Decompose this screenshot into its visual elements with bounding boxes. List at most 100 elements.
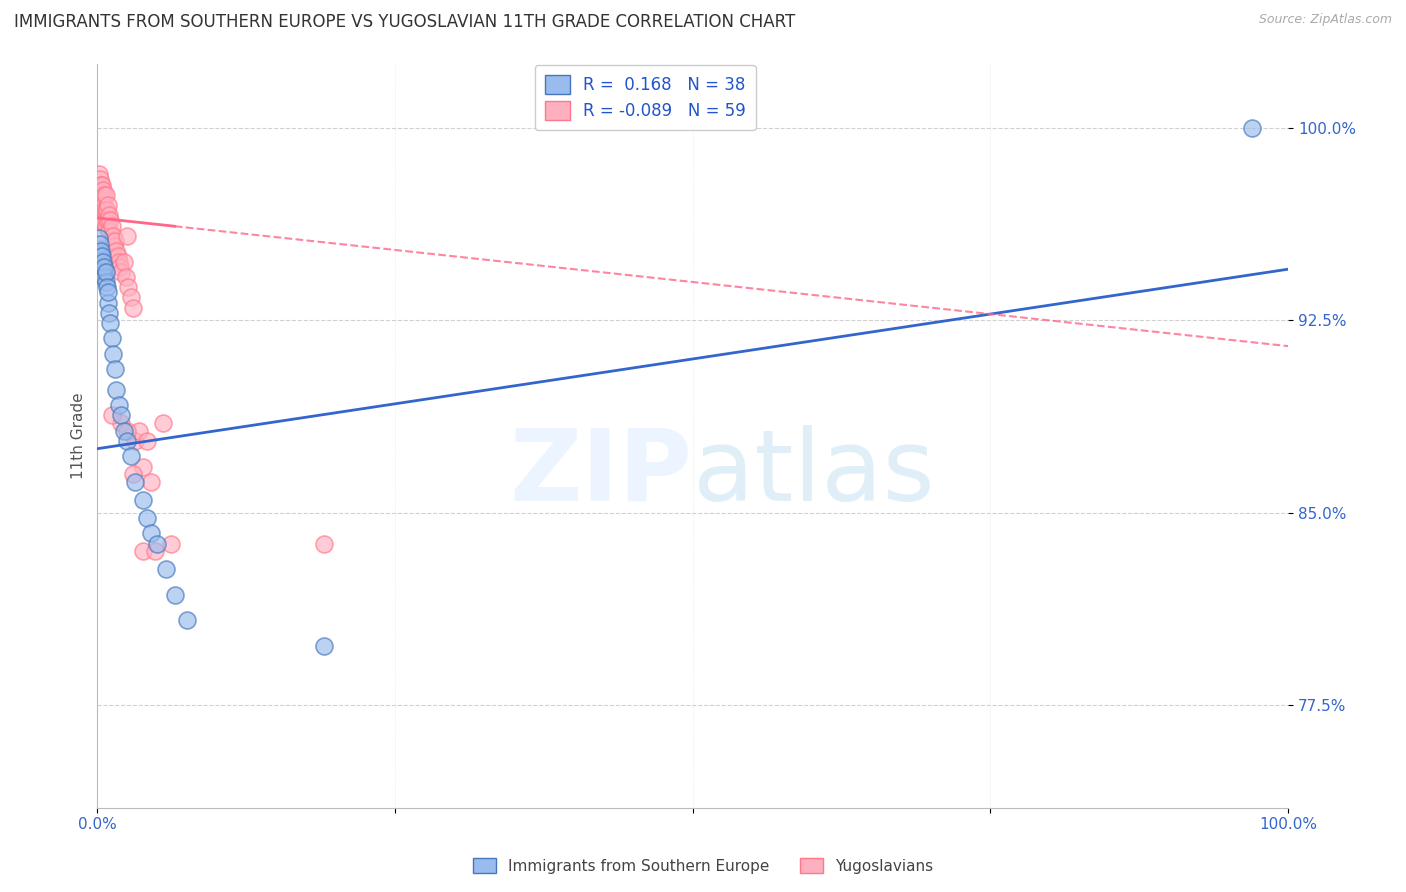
- Text: atlas: atlas: [693, 425, 935, 522]
- Point: [97, 198, 120, 212]
- Point: [87, 231, 110, 245]
- Point: [105, 383, 128, 397]
- Point: [87, 198, 110, 212]
- Point: [94, 187, 117, 202]
- Point: [122, 301, 145, 315]
- Point: [90, 203, 112, 218]
- Point: [89, 187, 111, 202]
- Point: [101, 228, 124, 243]
- Point: [131, 544, 153, 558]
- Point: [91, 254, 114, 268]
- Point: [146, 536, 169, 550]
- Point: [112, 424, 135, 438]
- Point: [94, 203, 117, 218]
- Point: [176, 614, 198, 628]
- Point: [100, 219, 122, 233]
- Point: [100, 331, 122, 345]
- Point: [91, 213, 114, 227]
- Point: [97, 285, 120, 300]
- Point: [89, 236, 111, 251]
- Point: [122, 467, 145, 482]
- Point: [89, 172, 111, 186]
- Point: [94, 265, 117, 279]
- Point: [90, 244, 112, 259]
- Point: [139, 475, 162, 489]
- Point: [108, 260, 131, 274]
- Point: [124, 475, 146, 489]
- Point: [100, 234, 122, 248]
- Point: [86, 178, 108, 192]
- Y-axis label: 11th Grade: 11th Grade: [72, 392, 86, 479]
- Point: [90, 213, 112, 227]
- Point: [98, 306, 121, 320]
- Point: [139, 526, 162, 541]
- Point: [110, 265, 132, 279]
- Point: [131, 493, 153, 508]
- Point: [128, 424, 150, 438]
- Point: [89, 203, 111, 218]
- Point: [98, 208, 121, 222]
- Point: [136, 511, 159, 525]
- Point: [110, 416, 132, 430]
- Point: [89, 249, 111, 263]
- Point: [120, 290, 142, 304]
- Point: [87, 183, 110, 197]
- Legend: R =  0.168   N = 38, R = -0.089   N = 59: R = 0.168 N = 38, R = -0.089 N = 59: [534, 65, 755, 130]
- Point: [100, 316, 122, 330]
- Point: [100, 409, 122, 423]
- Point: [124, 434, 146, 448]
- Point: [87, 186, 110, 200]
- Point: [110, 409, 132, 423]
- Point: [101, 347, 124, 361]
- Point: [97, 213, 120, 227]
- Point: [160, 536, 183, 550]
- Point: [312, 639, 335, 653]
- Point: [117, 280, 139, 294]
- Point: [104, 234, 127, 248]
- Point: [97, 295, 120, 310]
- Point: [107, 398, 129, 412]
- Point: [115, 228, 138, 243]
- Point: [94, 275, 117, 289]
- Point: [91, 260, 114, 274]
- Point: [115, 424, 138, 438]
- Legend: Immigrants from Southern Europe, Yugoslavians: Immigrants from Southern Europe, Yugosla…: [467, 852, 939, 880]
- Point: [115, 434, 138, 448]
- Point: [91, 265, 114, 279]
- Point: [93, 269, 115, 284]
- Point: [103, 239, 125, 253]
- Point: [107, 249, 129, 263]
- Point: [1241, 121, 1264, 136]
- Point: [91, 198, 114, 212]
- Text: ZIP: ZIP: [510, 425, 693, 522]
- Point: [91, 183, 114, 197]
- Point: [90, 254, 112, 268]
- Point: [105, 244, 128, 259]
- Point: [91, 178, 114, 192]
- Point: [93, 260, 115, 274]
- Point: [136, 434, 159, 448]
- Point: [91, 249, 114, 263]
- Point: [112, 254, 135, 268]
- Point: [87, 167, 110, 181]
- Point: [120, 450, 142, 464]
- Point: [163, 588, 186, 602]
- Point: [131, 459, 153, 474]
- Point: [93, 203, 115, 218]
- Point: [90, 178, 112, 192]
- Point: [96, 203, 118, 218]
- Point: [104, 362, 127, 376]
- Point: [143, 544, 166, 558]
- Point: [115, 269, 138, 284]
- Point: [155, 562, 177, 576]
- Point: [107, 254, 129, 268]
- Point: [96, 213, 118, 227]
- Point: [98, 224, 121, 238]
- Point: [94, 219, 117, 233]
- Text: IMMIGRANTS FROM SOUTHERN EUROPE VS YUGOSLAVIAN 11TH GRADE CORRELATION CHART: IMMIGRANTS FROM SOUTHERN EUROPE VS YUGOS…: [14, 13, 796, 31]
- Point: [96, 280, 118, 294]
- Point: [152, 416, 174, 430]
- Point: [100, 213, 122, 227]
- Text: Source: ZipAtlas.com: Source: ZipAtlas.com: [1258, 13, 1392, 27]
- Point: [312, 536, 335, 550]
